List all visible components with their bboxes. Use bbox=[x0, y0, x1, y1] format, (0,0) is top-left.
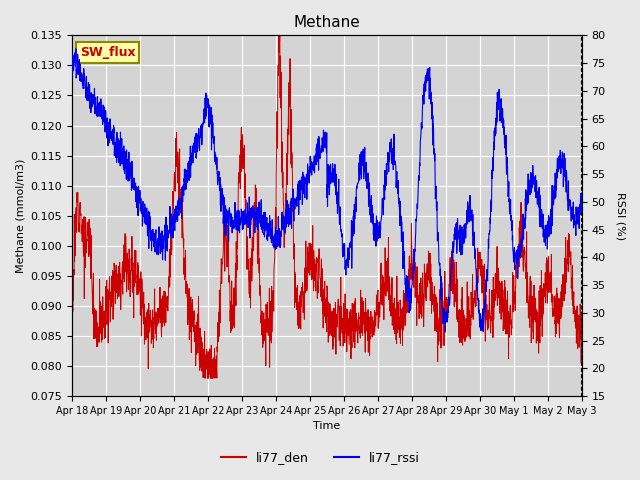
Legend: li77_den, li77_rssi: li77_den, li77_rssi bbox=[216, 446, 424, 469]
Y-axis label: RSSI (%): RSSI (%) bbox=[615, 192, 625, 240]
Y-axis label: Methane (mmol/m3): Methane (mmol/m3) bbox=[15, 158, 25, 273]
Title: Methane: Methane bbox=[294, 15, 360, 30]
Text: SW_flux: SW_flux bbox=[79, 46, 135, 59]
X-axis label: Time: Time bbox=[313, 421, 340, 432]
